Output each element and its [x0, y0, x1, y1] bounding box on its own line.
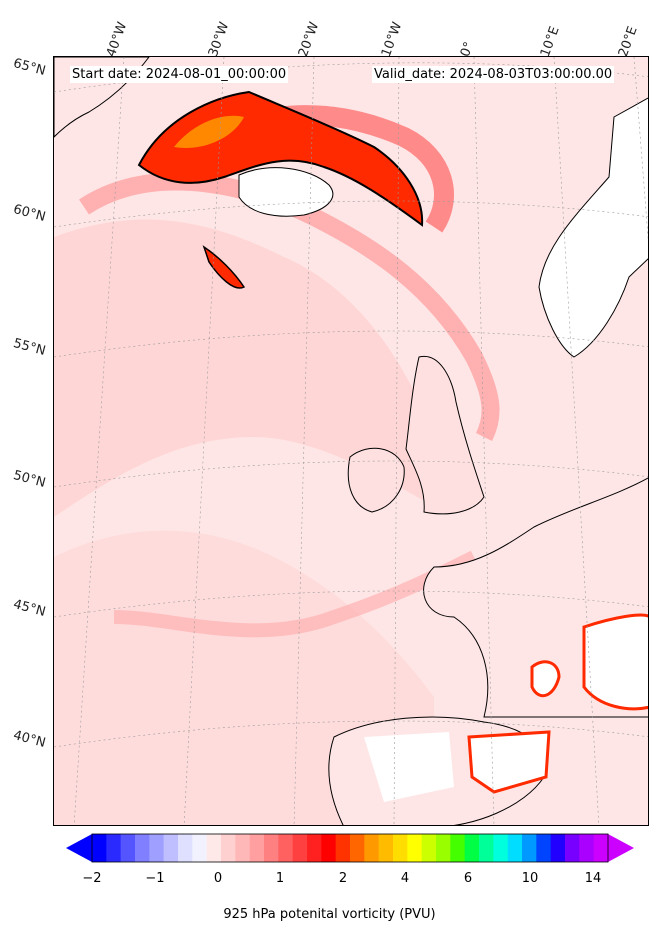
- colorbar-cell: [264, 834, 279, 862]
- graticule: [54, 57, 648, 825]
- pv-blob: [202, 245, 246, 289]
- colorbar-tick-label: −2: [82, 871, 102, 886]
- lon-label-10w: 10°W: [378, 20, 406, 59]
- colorbar-tick-label: 2: [338, 871, 348, 886]
- colorbar-cell: [493, 834, 509, 862]
- iberia-masked-terrain: [364, 732, 454, 802]
- colorbar-title: 925 hPa potenital vorticity (PVU): [223, 907, 436, 922]
- colorbar-cell: [593, 834, 609, 862]
- colorbar-cell: [507, 834, 523, 862]
- pv-field-map: [54, 57, 648, 825]
- colorbar-tick-label: 0: [213, 871, 223, 886]
- colorbar-cell: [135, 834, 150, 862]
- lat-label-55n: 55°N: [11, 336, 48, 359]
- pv-band-light: [54, 219, 434, 517]
- valid-date-label: Valid_date: 2024-08-03T03:00:00.00: [372, 66, 615, 83]
- colorbar-cell: [436, 834, 451, 862]
- colorbar-cell: [106, 834, 122, 862]
- colorbar-cell: [479, 834, 494, 862]
- colorbar: [66, 833, 634, 863]
- colorbar-cell: [321, 834, 337, 862]
- lat-label-50n: 50°N: [11, 468, 48, 491]
- start-date-label: Start date: 2024-08-01_00:00:00: [70, 66, 289, 83]
- map-panel[interactable]: [53, 56, 649, 826]
- pv-max-core: [174, 115, 244, 148]
- massif-central-masked: [530, 660, 561, 698]
- colorbar-tick-label: 14: [584, 871, 602, 886]
- lon-label-30w: 30°W: [205, 20, 233, 59]
- lat-label-60n: 60°N: [11, 202, 48, 225]
- colorbar-cell: [92, 834, 107, 862]
- colorbar-outline: [91, 833, 609, 863]
- alps-masked-terrain: [582, 613, 648, 711]
- lat-label-45n: 45°N: [11, 597, 48, 620]
- lat-label-40n: 40°N: [11, 728, 48, 751]
- lon-label-20e: 20°E: [615, 24, 641, 59]
- colorbar-cell: [407, 834, 423, 862]
- colorbar-cell: [163, 834, 179, 862]
- colorbar-max-arrow: [608, 834, 634, 862]
- great-britain-coast: [405, 355, 485, 515]
- lon-label-20w: 20°W: [295, 20, 323, 59]
- colorbar-cell: [579, 834, 595, 862]
- colorbar-cell: [421, 834, 437, 862]
- lon-label-10e: 10°E: [537, 24, 563, 59]
- pyrenees-masked-terrain: [467, 730, 551, 794]
- colorbar-tick-label: −1: [145, 871, 165, 886]
- lat-label-65n: 65°N: [11, 56, 48, 79]
- colorbar-cell: [565, 834, 580, 862]
- colorbar-cell: [307, 834, 322, 862]
- colorbar-cell: [536, 834, 552, 862]
- colorbar-cell: [364, 834, 380, 862]
- colorbar-cell: [120, 834, 136, 862]
- colorbar-cell: [522, 834, 537, 862]
- colorbar-cell: [335, 834, 351, 862]
- colorbar-cell: [206, 834, 222, 862]
- colorbar-cell: [249, 834, 265, 862]
- colorbar-tick-label: 1: [275, 871, 285, 886]
- colorbar-cell: [378, 834, 394, 862]
- colorbar-cell: [235, 834, 251, 862]
- colorbar-tick-label: 4: [400, 871, 410, 886]
- colorbar-tick-label: 10: [521, 871, 539, 886]
- colorbar-cell: [292, 834, 308, 862]
- colorbar-cell: [550, 834, 566, 862]
- colorbar-min-arrow: [66, 834, 92, 862]
- scandinavia-land: [538, 97, 648, 358]
- ireland-coast: [347, 447, 405, 513]
- lon-label-40w: 40°W: [103, 20, 131, 59]
- colorbar-cell: [221, 834, 236, 862]
- colorbar-cell: [393, 834, 408, 862]
- colorbar-cell: [450, 834, 466, 862]
- colorbar-cell: [192, 834, 208, 862]
- colorbar-cell: [350, 834, 365, 862]
- colorbar-cell: [149, 834, 165, 862]
- colorbar-tick-label: 6: [463, 871, 473, 886]
- colorbar-cell: [464, 834, 480, 862]
- colorbar-cell: [278, 834, 294, 862]
- colorbar-cell: [178, 834, 193, 862]
